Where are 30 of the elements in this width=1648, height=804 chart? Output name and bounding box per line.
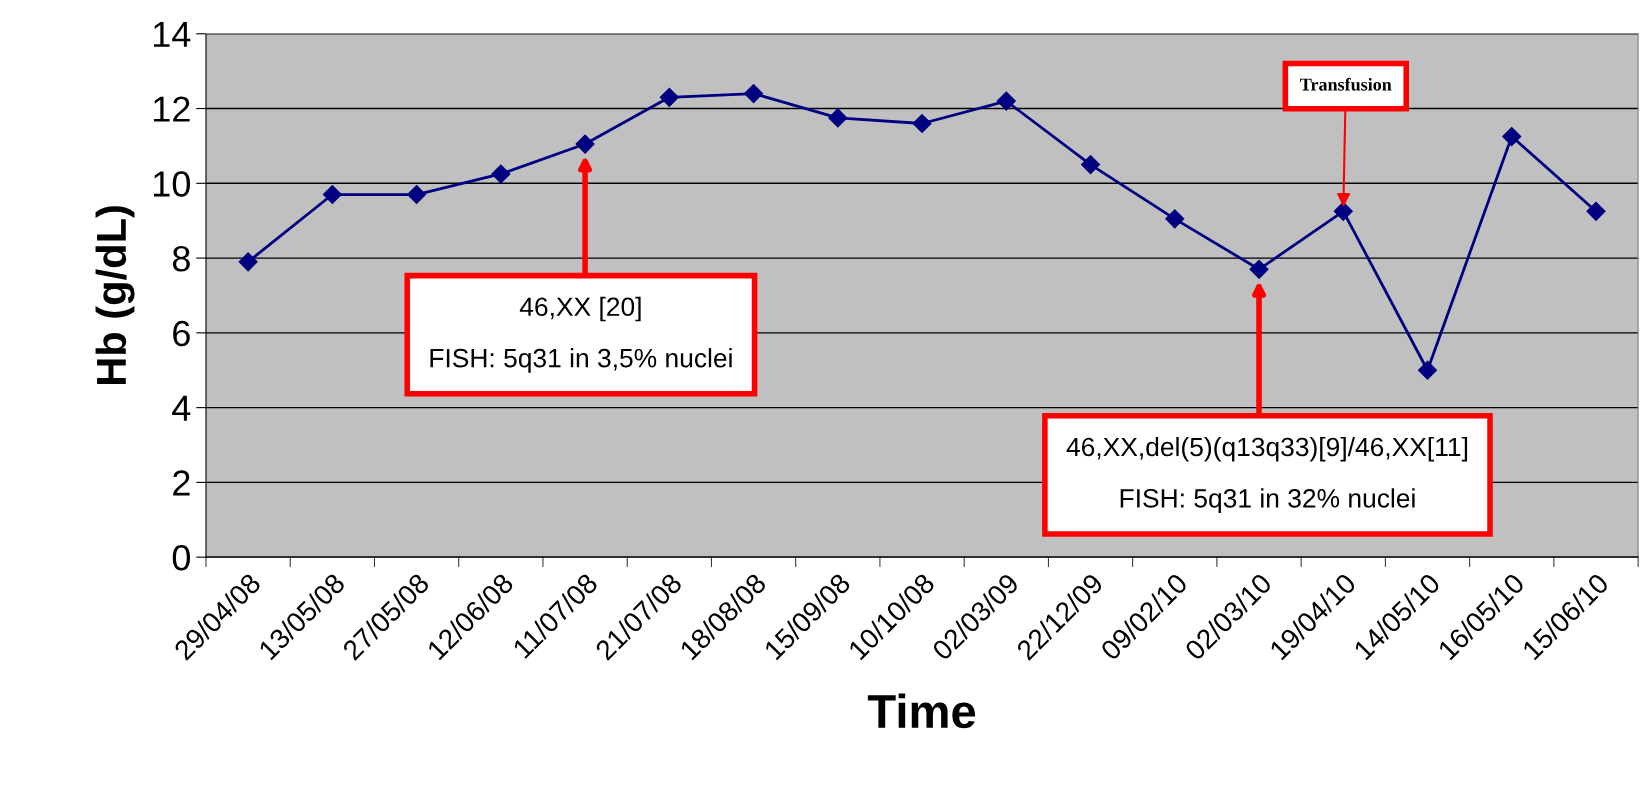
y-tick-label: 12: [154, 96, 190, 122]
point: [1333, 201, 1353, 221]
point: [1502, 127, 1522, 147]
x-axis-title: Time: [867, 693, 976, 729]
y-axis-title: Hb (g/dL): [95, 206, 135, 385]
point: [912, 113, 932, 134]
point: [1081, 155, 1101, 175]
point: [996, 91, 1016, 111]
annotation: 46,XX,del(5)(q13q33)[9]/46,XX[11] FISH: 5q31 in 32% nuclei: [1066, 436, 1468, 513]
point: [575, 134, 595, 154]
annotation: Transfusion: [1300, 77, 1392, 91]
point: [828, 108, 848, 128]
point: [1586, 201, 1606, 221]
y-tick-label: 2: [173, 470, 190, 496]
y-tick-label: 0: [172, 545, 191, 571]
point: [1165, 209, 1185, 229]
y-tick-label: 8: [172, 245, 190, 272]
y-tick-label: 6: [173, 320, 190, 347]
point: [491, 164, 511, 184]
point: [238, 252, 258, 272]
y-tick-label: 4: [172, 395, 191, 421]
y-tick-label: 14: [154, 22, 191, 47]
point: [659, 87, 679, 107]
point: [322, 184, 342, 205]
annotation: 46,XX [20] FISH: 5q31 in 3,5% nuclei: [430, 296, 732, 373]
point: [407, 184, 427, 205]
point: [1249, 259, 1269, 279]
point: [1417, 360, 1438, 380]
point: [744, 84, 764, 104]
y-tick-label: 10: [154, 171, 191, 197]
